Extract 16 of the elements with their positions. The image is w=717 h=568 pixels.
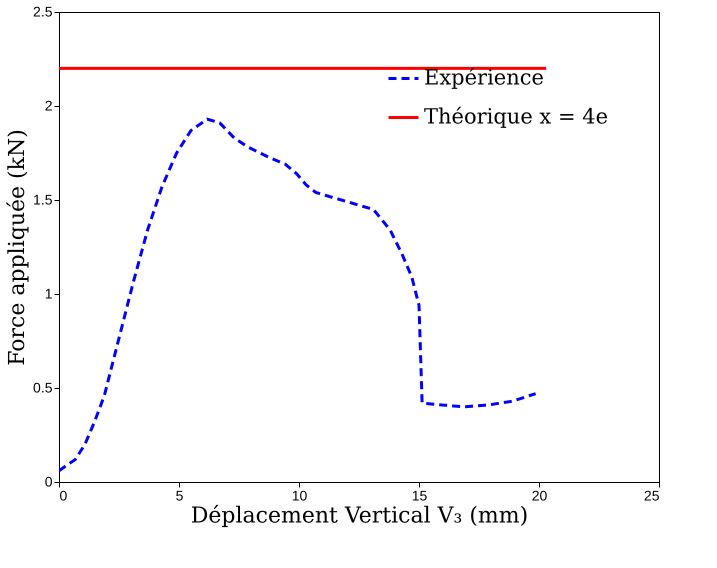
x-tick-label: 10 — [292, 488, 308, 504]
x-tick-label: 20 — [532, 488, 548, 504]
x-axis-title: Déplacement Vertical V₃ (mm) — [190, 504, 528, 528]
x-tick-label: 5 — [176, 488, 184, 504]
y-tick-label: 1 — [44, 286, 53, 302]
y-tick-label: 1.5 — [33, 192, 53, 208]
y-tick-label: 2 — [44, 98, 53, 114]
x-tick-label: 15 — [412, 488, 428, 504]
x-tick-label: 0 — [60, 488, 68, 504]
y-tick-label: 2.5 — [33, 4, 53, 20]
x-tick-label: 25 — [644, 488, 660, 504]
legend-label: Expérience — [424, 66, 544, 90]
y-tick-label: 0 — [44, 474, 53, 490]
legend-label: Théorique x = 4e — [424, 104, 608, 128]
y-axis-title: Force appliquée (kN) — [5, 129, 30, 366]
y-tick-label: 0.5 — [33, 380, 53, 396]
